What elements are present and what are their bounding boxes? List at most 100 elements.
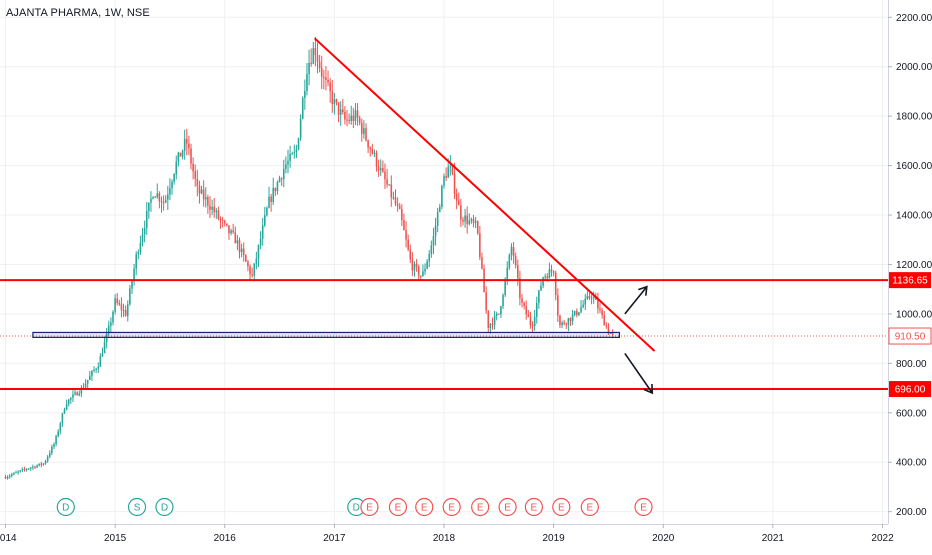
candle-up [304,90,306,98]
candle-up [204,197,207,200]
candle-up [65,404,68,410]
event-marker-label: E [395,503,402,514]
candle-up [255,258,258,264]
candle-down [597,299,599,309]
candle-up [272,187,275,202]
candle-up [263,215,266,226]
candle-up [540,285,542,291]
candle-up [609,332,612,334]
candle-down [325,77,327,80]
candle-down [194,171,197,179]
event-marker-label: D [161,503,168,514]
level-price-tag [889,381,931,398]
candle-up [53,443,55,447]
event-marker-label: E [558,503,565,514]
candle-up [287,160,289,165]
y-tick-label: 1800.00 [896,112,932,123]
candle-down [479,233,481,258]
candle-down [247,261,249,267]
candle-down [565,323,568,325]
candle-down [375,152,378,167]
candle-down [407,239,409,250]
time-axis[interactable]: 2014 2015 2016 2017 2018 2019 2020 2021 2022 [0,524,894,544]
candle-up [289,153,291,161]
candle-down [226,223,228,226]
candle-down [563,322,565,324]
candle-down [377,166,380,171]
candle-down [525,305,528,315]
candle-up [93,369,95,372]
candle-up [137,252,140,255]
candle-up [373,152,376,154]
candle-down [487,310,490,328]
candle-up [95,368,97,370]
arrow-line [624,286,648,315]
x-tick-label: 2021 [762,533,785,544]
candle-up [443,175,445,186]
candle-up [257,245,260,259]
candle-up [44,460,47,464]
candle-down [386,179,388,185]
candle-up [74,392,76,395]
candle-down [512,246,515,256]
candle-up [6,476,9,479]
candle-up [474,221,477,223]
x-tick-label: 2015 [104,533,127,544]
candle-up [11,474,13,476]
candle-down [527,314,530,318]
event-marker-label: S [134,503,141,514]
x-tick-label: 2014 [0,533,17,544]
price-axis[interactable]: 200.00 400.00 600.00 800.00 1000.00 1200.00 14… [888,0,932,524]
candle-up [333,99,336,105]
event-marker [580,497,599,517]
candle-up [413,263,416,271]
candle-up [592,296,595,298]
candle-up [200,189,203,194]
candle-up [133,268,135,282]
candle-up [493,315,496,325]
candle-up [112,311,114,323]
candle-down [369,147,372,150]
candle-down [4,477,7,479]
candle-up [582,304,584,308]
candle-down [162,202,165,204]
candle-up [101,353,104,357]
event-marker-label: E [421,503,428,514]
candle-down [342,109,344,112]
candle-up [495,313,498,316]
candle-down [365,128,367,141]
candle-down [160,201,163,203]
candle-down [207,197,209,206]
candle-up [211,206,213,210]
candle-up [175,161,178,175]
candle-down [390,184,393,198]
candle-down [335,99,338,103]
event-marker [634,497,653,517]
event-marker [471,497,490,517]
candle-up [171,181,173,189]
candle-down [318,61,321,69]
candle-up [312,48,315,64]
candle-down [401,209,403,221]
candle-up [164,199,167,203]
candle-down [521,298,523,303]
candle-down [403,220,405,231]
candle-down [409,249,412,260]
candle-up [436,211,439,226]
candle-up [32,466,34,468]
candle-up [59,423,62,432]
event-marker-label: E [586,503,593,514]
candle-up [434,225,437,237]
arrow-line [624,352,653,394]
candle-up [350,115,353,122]
candle-up [29,467,32,469]
candle-down [358,117,361,123]
candle-down [546,276,549,279]
y-tick-label: 400.00 [896,458,927,469]
candle-down [352,115,355,121]
candle-up [306,73,308,91]
candle-down [219,218,222,221]
